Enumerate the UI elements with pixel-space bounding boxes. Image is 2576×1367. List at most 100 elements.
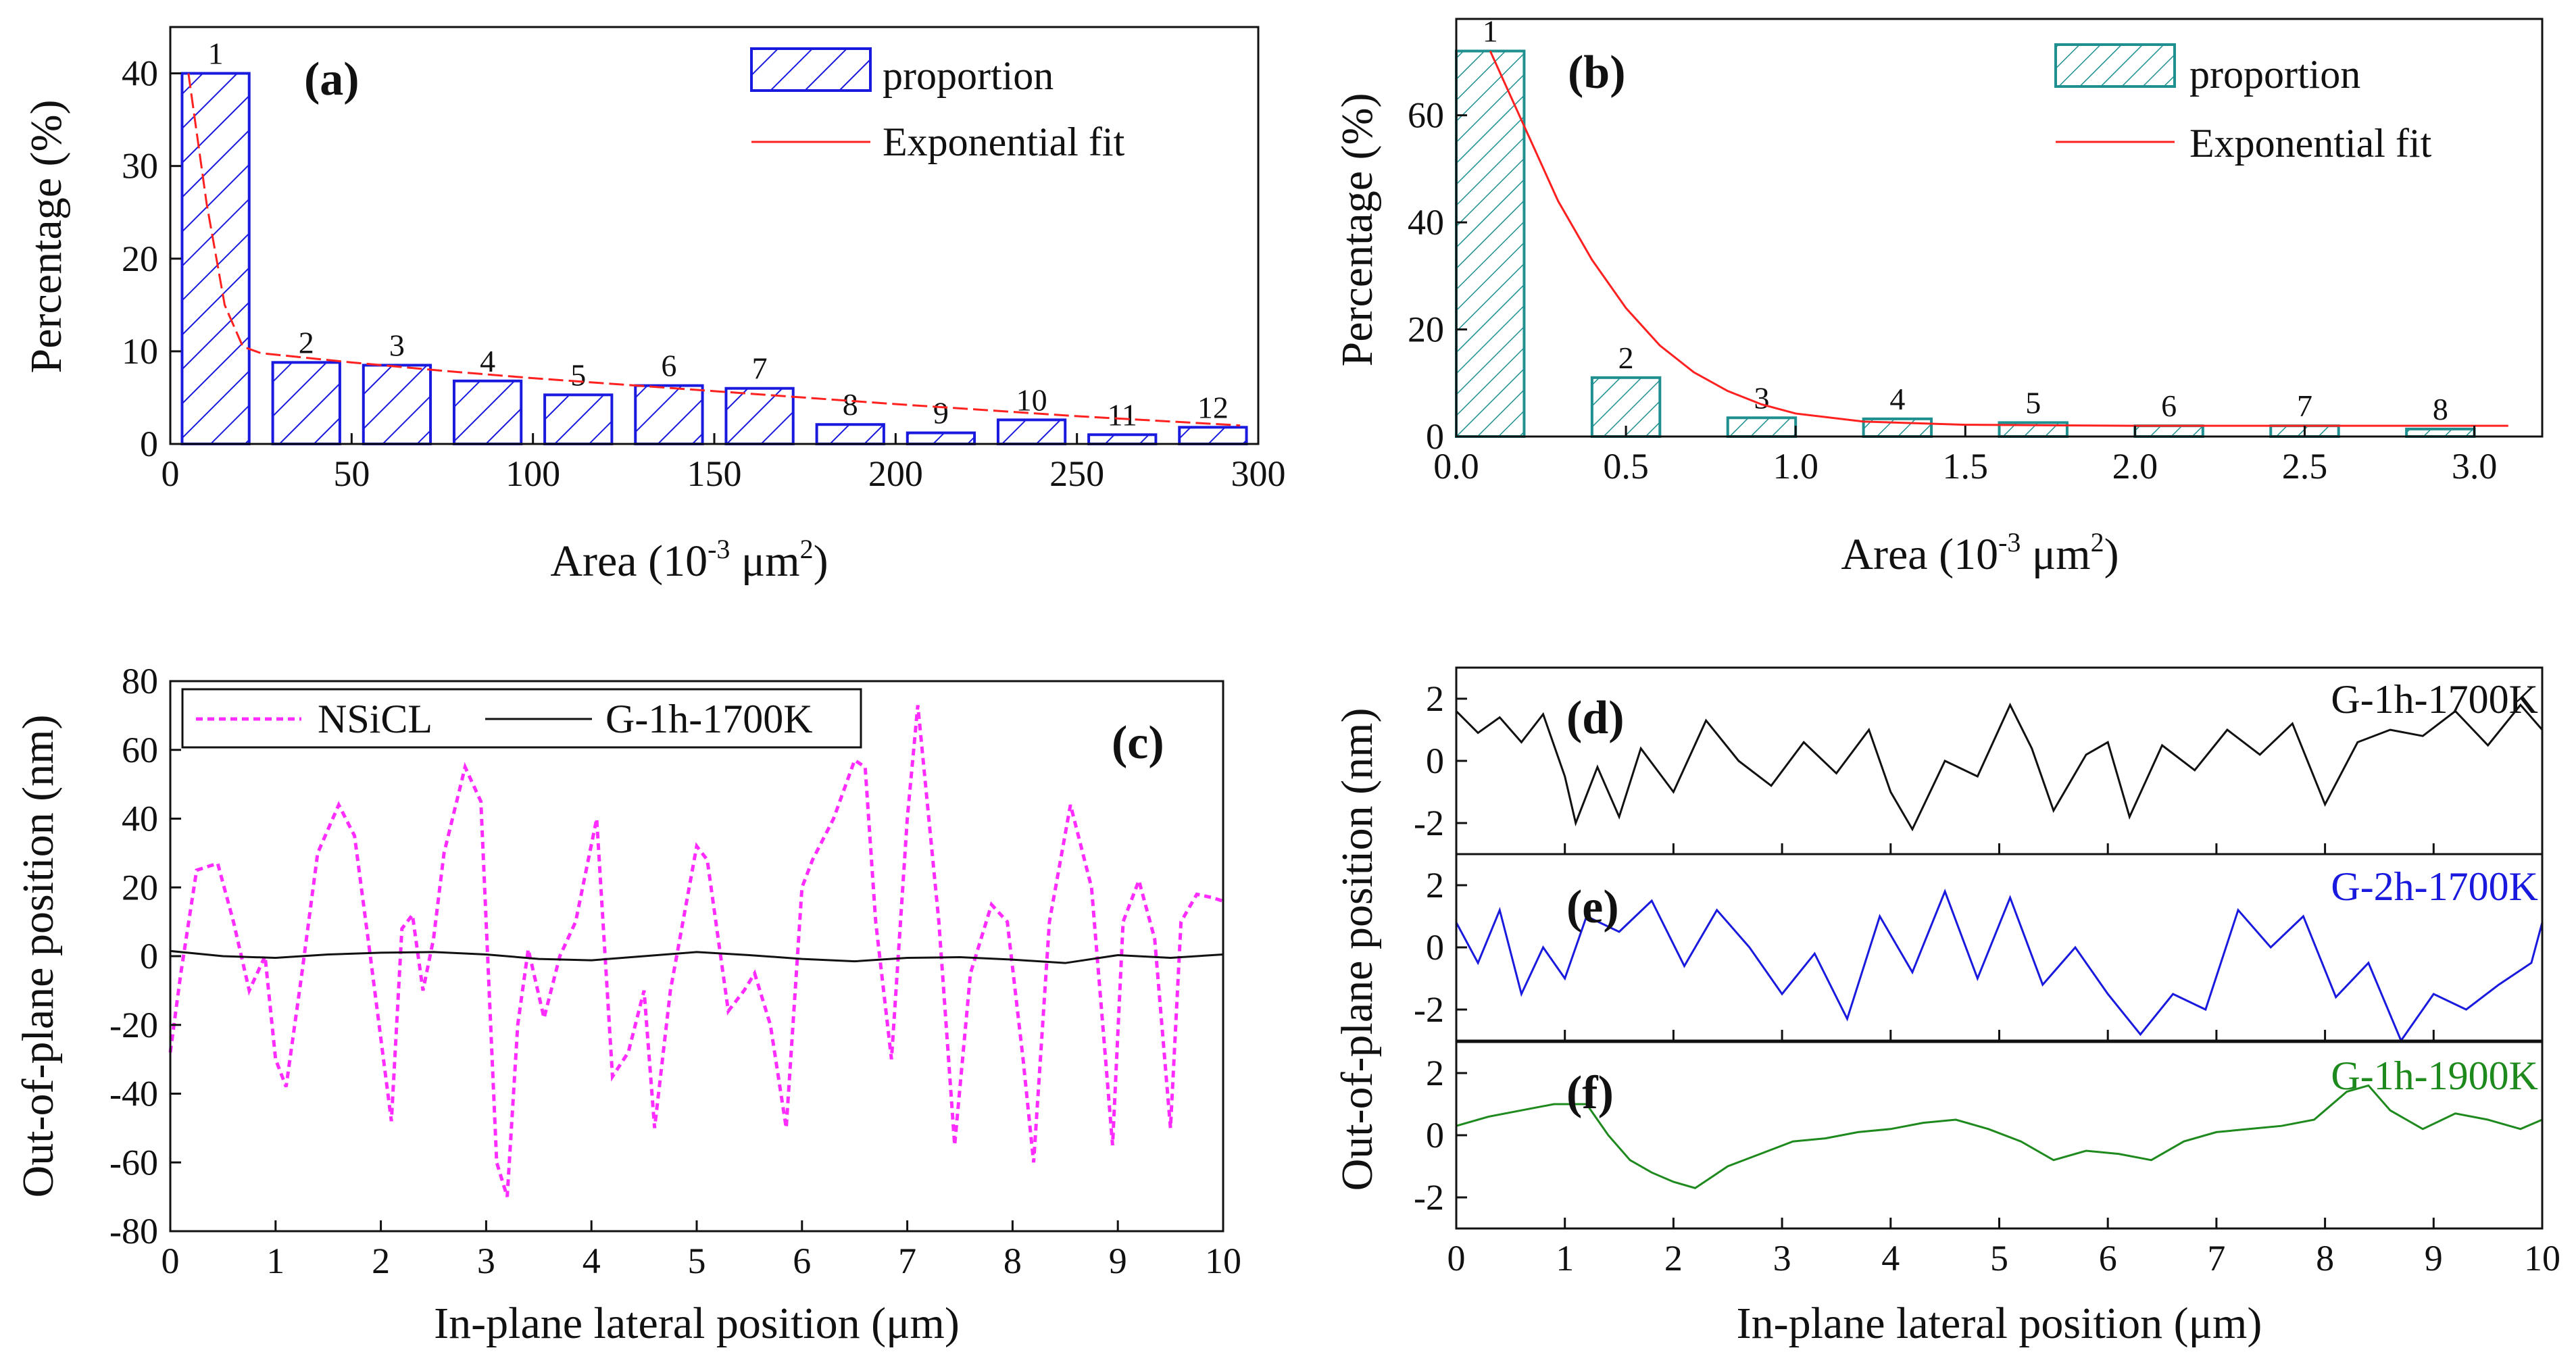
panel-b-x-tick-label: 1.5	[1943, 446, 1989, 487]
panel-d-label: (d)	[1566, 692, 1625, 744]
panel-d-y-tick-label: -2	[1414, 803, 1444, 843]
panel-f-x-tick-label: 0	[1447, 1238, 1466, 1278]
panel-b-legend-proportion: proportion	[2189, 52, 2360, 97]
panel-a-x-axis-label-part: -3	[708, 534, 730, 564]
panel-b-bar-number: 6	[2161, 389, 2177, 423]
panel-a-x-tick-label: 50	[333, 453, 370, 494]
panel-f-y-tick-label: 2	[1426, 1053, 1444, 1093]
panel-b-x-tick-label: 2.0	[2112, 446, 2158, 487]
panel-b-y-axis-label: Percentage (%)	[1333, 93, 1382, 367]
panel-b-y-tick-label: 0	[1426, 416, 1444, 457]
panel-d-y-tick-label: 0	[1426, 741, 1444, 781]
panel-a-bar-number: 8	[843, 387, 858, 422]
panel-c-y-tick-label: 60	[122, 730, 158, 770]
panel-a-x-axis-label: Area (10-3 μm2)	[550, 534, 828, 586]
panel-b-bar-number: 8	[2433, 392, 2448, 426]
panel-f-x-tick-label: 8	[2316, 1238, 2334, 1278]
panel-e-y-tick-label: -2	[1414, 989, 1444, 1030]
panel-a-bar-number: 4	[480, 344, 495, 378]
panel-c-series-line-nsicl	[168, 705, 1224, 1197]
panel-a-bar-number: 12	[1197, 390, 1229, 424]
panel-f-x-tick-label: 5	[1990, 1238, 2008, 1278]
panel-c-x-axis-label: In-plane lateral position (μm)	[434, 1299, 960, 1348]
panel-b-bar-number: 7	[2297, 389, 2312, 423]
panel-f-label: (f)	[1566, 1067, 1614, 1119]
panel-a-bar-number: 2	[299, 325, 314, 359]
panel-d-series-line	[1455, 702, 2544, 832]
panel-b-label: (b)	[1568, 47, 1626, 99]
panel-f-series-line	[1456, 1084, 2543, 1189]
panel-c-y-tick-label: -40	[109, 1074, 158, 1114]
panel-a-x-tick-label: 300	[1231, 453, 1286, 494]
panel-c-y-tick-label: -60	[109, 1142, 158, 1183]
panel-a-legend-fit: Exponential fit	[883, 120, 1125, 164]
panel-a-bar	[452, 379, 523, 446]
panel-e-y-tick-label: 2	[1426, 865, 1444, 905]
panel-d-sample-name: G-1h-1700K	[2331, 677, 2538, 722]
panel-a-x-tick-label: 250	[1049, 453, 1104, 494]
panel-c-x-tick-label: 2	[372, 1241, 390, 1281]
panel-b-bar-number: 5	[2025, 385, 2041, 420]
panel-b-fit-line	[1489, 50, 2508, 427]
panel-a-y-tick-label: 10	[122, 331, 158, 372]
panel-f-y-tick-label: -2	[1414, 1177, 1444, 1218]
panel-c-legend-g1h1700k: G-1h-1700K	[605, 697, 813, 741]
panel-a-x-tick-label: 150	[687, 453, 742, 494]
panel-a-x-tick-label: 0	[162, 453, 180, 494]
panel-f-x-tick-label: 2	[1664, 1238, 1683, 1278]
panel-f-x-tick-label: 1	[1556, 1238, 1574, 1278]
panel-b-x-axis-label-part: μm	[2021, 530, 2090, 579]
panel-b-chart: 1 2 3 4 5 6 7 8 0.0 0.5 1.0 1.5 2.0 2.5 3.0 0 20 40 60 (b) p…	[1333, 14, 2544, 579]
panel-f-x-tick-label: 6	[2099, 1238, 2117, 1278]
panel-f-x-tick-label: 4	[1881, 1238, 1900, 1278]
panel-b-legend-fit: Exponential fit	[2189, 121, 2432, 166]
panel-a-y-axis-label: Percentage (%)	[22, 100, 71, 374]
panel-b-bar-number: 1	[1483, 14, 1498, 49]
panel-a-bar	[271, 361, 341, 445]
panel-a-y-tick-label: 30	[122, 146, 158, 187]
panel-f-x-tick-label: 9	[2425, 1238, 2443, 1278]
panel-a-x-tick-label: 100	[505, 453, 560, 494]
panel-a-legend-proportion: proportion	[883, 53, 1054, 98]
panel-a-bar-number: 3	[389, 328, 405, 362]
panel-b-bar	[2405, 427, 2476, 439]
panel-c-y-tick-label: 80	[122, 661, 158, 701]
panel-a-bar	[996, 418, 1067, 446]
panel-b-y-tick-label: 40	[1408, 202, 1444, 243]
panel-c-series-line-g-1h-1700k	[170, 949, 1224, 964]
panel-b-x-tick-label: 2.5	[2282, 446, 2328, 487]
panel-a-bar	[362, 364, 432, 446]
panel-b-bar-number: 2	[1618, 341, 1634, 375]
panel-def-y-axis-label: Out-of-plane position (nm)	[1333, 708, 1382, 1191]
panel-a-bar-number: 10	[1016, 382, 1047, 417]
panel-b-x-tick-label: 3.0	[2452, 446, 2498, 487]
panel-b-y-tick-label: 20	[1408, 309, 1444, 350]
panel-a-bar-number: 6	[661, 349, 676, 383]
panel-c-x-tick-label: 6	[793, 1241, 811, 1281]
panel-b-x-axis-label-part: Area (10	[1841, 530, 1998, 579]
panel-b-bar	[1726, 416, 1798, 438]
panel-c-x-tick-label: 9	[1109, 1241, 1127, 1281]
panel-c-chart: 0 1 2 3 4 5 6 7 8 9 10 -80 -60 -40 -20 0 20 40 60 80 NSiCL G-…	[14, 661, 1241, 1348]
panel-b-legend-swatch-bar	[2054, 43, 2176, 88]
panel-a-y-tick-label: 0	[140, 424, 158, 464]
panel-c-label: (c)	[1112, 717, 1164, 769]
panel-a-legend-swatch-bar	[750, 47, 872, 92]
panel-c-y-tick-label: 20	[122, 867, 158, 908]
panel-a-bar	[1178, 426, 1248, 446]
panel-c-y-tick-label: -20	[109, 1005, 158, 1045]
panel-b-x-axis-label-part: )	[2104, 530, 2119, 579]
panel-b-x-axis-label-part: 2	[2091, 527, 2104, 557]
panel-e-y-tick-label: 0	[1426, 927, 1444, 968]
panel-e-series-line	[1455, 889, 2544, 1043]
panel-a-fit-line	[187, 73, 1241, 427]
panel-c-x-tick-label: 10	[1205, 1241, 1241, 1281]
panel-a-bar	[906, 431, 976, 446]
panel-f-y-tick-label: 0	[1426, 1115, 1444, 1155]
panel-a-bar	[634, 384, 704, 445]
panel-c-y-tick-label: -80	[109, 1211, 158, 1251]
panel-a-y-tick-label: 20	[122, 239, 158, 279]
panel-b-x-axis-label-part: -3	[1998, 527, 2021, 557]
